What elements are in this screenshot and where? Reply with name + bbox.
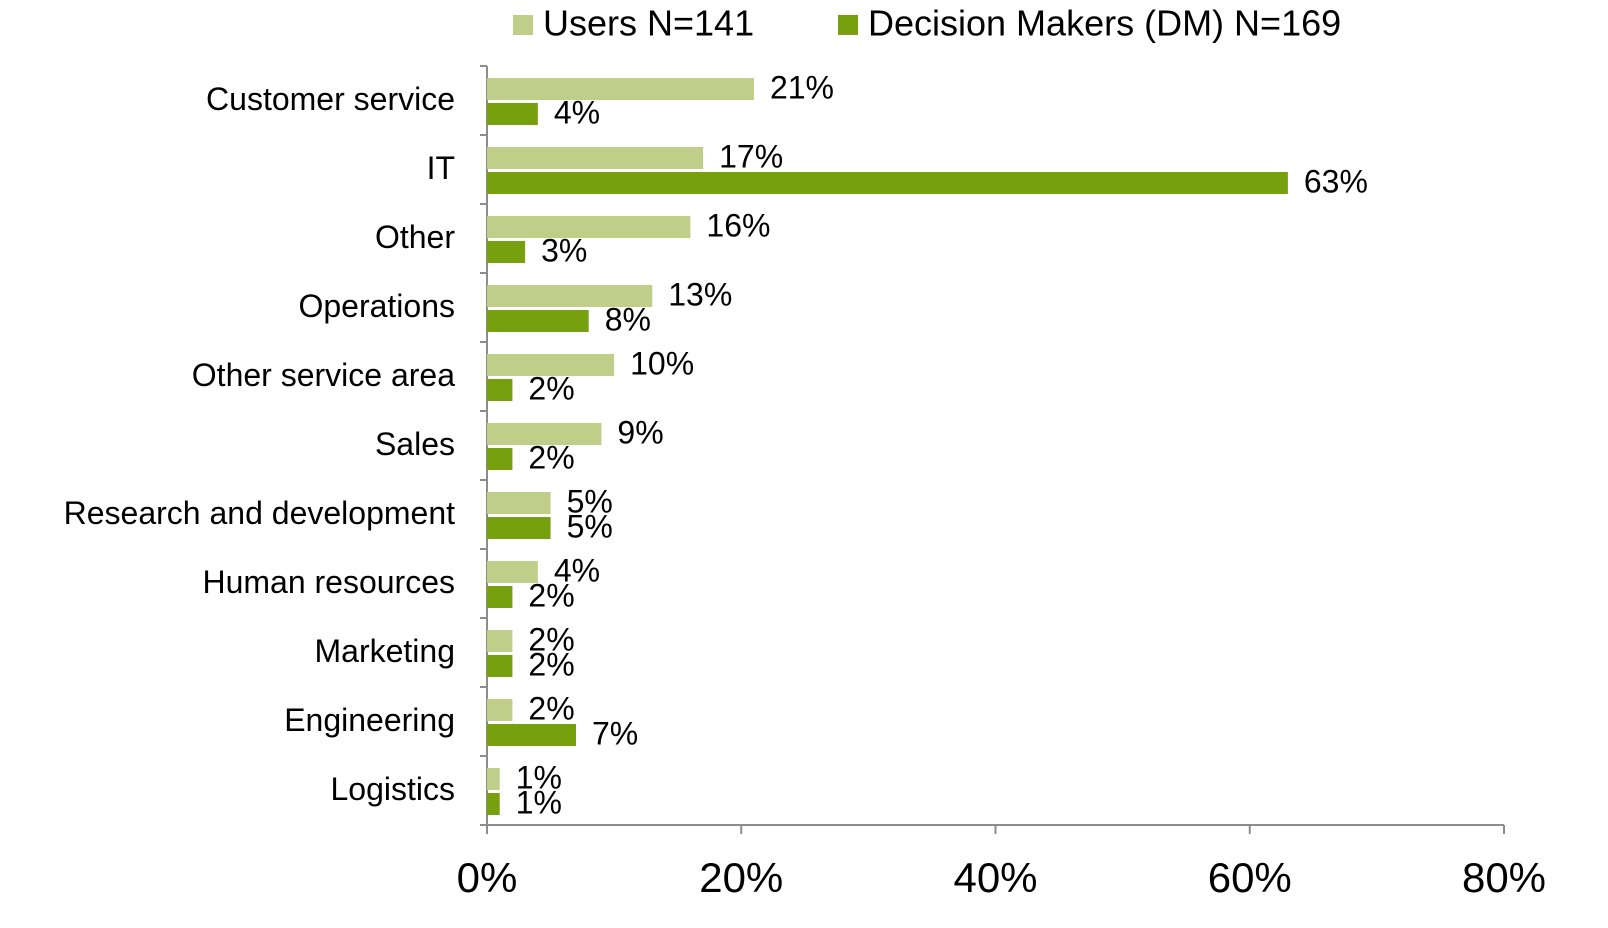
data-label: 10% xyxy=(630,345,694,381)
x-tick-label: 60% xyxy=(1208,854,1292,901)
category-label: Logistics xyxy=(331,771,456,807)
legend-swatch xyxy=(838,15,858,35)
bar xyxy=(487,379,513,401)
bar xyxy=(487,724,576,746)
bar xyxy=(487,492,551,514)
legend-label: Users N=141 xyxy=(543,3,754,44)
category-label: Customer service xyxy=(206,81,455,117)
bar xyxy=(487,285,653,307)
data-label: 1% xyxy=(516,784,562,820)
bar xyxy=(487,78,754,100)
data-label: 2% xyxy=(528,690,574,726)
data-label: 7% xyxy=(592,715,638,751)
bar xyxy=(487,517,551,539)
legend-swatch xyxy=(513,15,533,35)
category-label: IT xyxy=(427,150,455,186)
data-label: 16% xyxy=(706,207,770,243)
x-tick-label: 0% xyxy=(457,854,518,901)
x-tick-label: 20% xyxy=(699,854,783,901)
data-label: 63% xyxy=(1304,163,1368,199)
bar xyxy=(487,448,513,470)
data-label: 5% xyxy=(567,483,613,519)
category-label: Other xyxy=(375,219,455,255)
data-label: 2% xyxy=(528,577,574,613)
bar xyxy=(487,561,538,583)
bar xyxy=(487,172,1288,194)
data-label: 9% xyxy=(617,414,663,450)
bar xyxy=(487,354,615,376)
category-label: Engineering xyxy=(284,702,455,738)
data-label: 2% xyxy=(528,370,574,406)
data-label: 21% xyxy=(770,69,834,105)
category-label: Operations xyxy=(298,288,455,324)
data-label: 2% xyxy=(528,621,574,657)
data-label: 4% xyxy=(554,94,600,130)
bar xyxy=(487,699,513,721)
bar xyxy=(487,655,513,677)
bar xyxy=(487,793,500,815)
category-label: Other service area xyxy=(192,357,455,393)
bar xyxy=(487,586,513,608)
bar xyxy=(487,423,602,445)
data-label: 8% xyxy=(605,301,651,337)
bar xyxy=(487,216,691,238)
data-label: 2% xyxy=(528,439,574,475)
category-label: Sales xyxy=(375,426,455,462)
data-label: 5% xyxy=(567,508,613,544)
data-label: 3% xyxy=(541,232,587,268)
bar xyxy=(487,241,526,263)
bar xyxy=(487,768,500,790)
category-label: Research and development xyxy=(64,495,455,531)
bar xyxy=(487,103,538,125)
bar xyxy=(487,310,589,332)
data-label: 17% xyxy=(719,138,783,174)
category-label: Marketing xyxy=(315,633,456,669)
data-label: 2% xyxy=(528,646,574,682)
data-label: 13% xyxy=(668,276,732,312)
category-label: Human resources xyxy=(202,564,455,600)
bar xyxy=(487,147,704,169)
bar xyxy=(487,630,513,652)
data-label: 4% xyxy=(554,552,600,588)
legend-label: Decision Makers (DM) N=169 xyxy=(868,3,1341,44)
data-label: 1% xyxy=(516,759,562,795)
x-tick-label: 80% xyxy=(1462,854,1546,901)
x-tick-label: 40% xyxy=(953,854,1037,901)
